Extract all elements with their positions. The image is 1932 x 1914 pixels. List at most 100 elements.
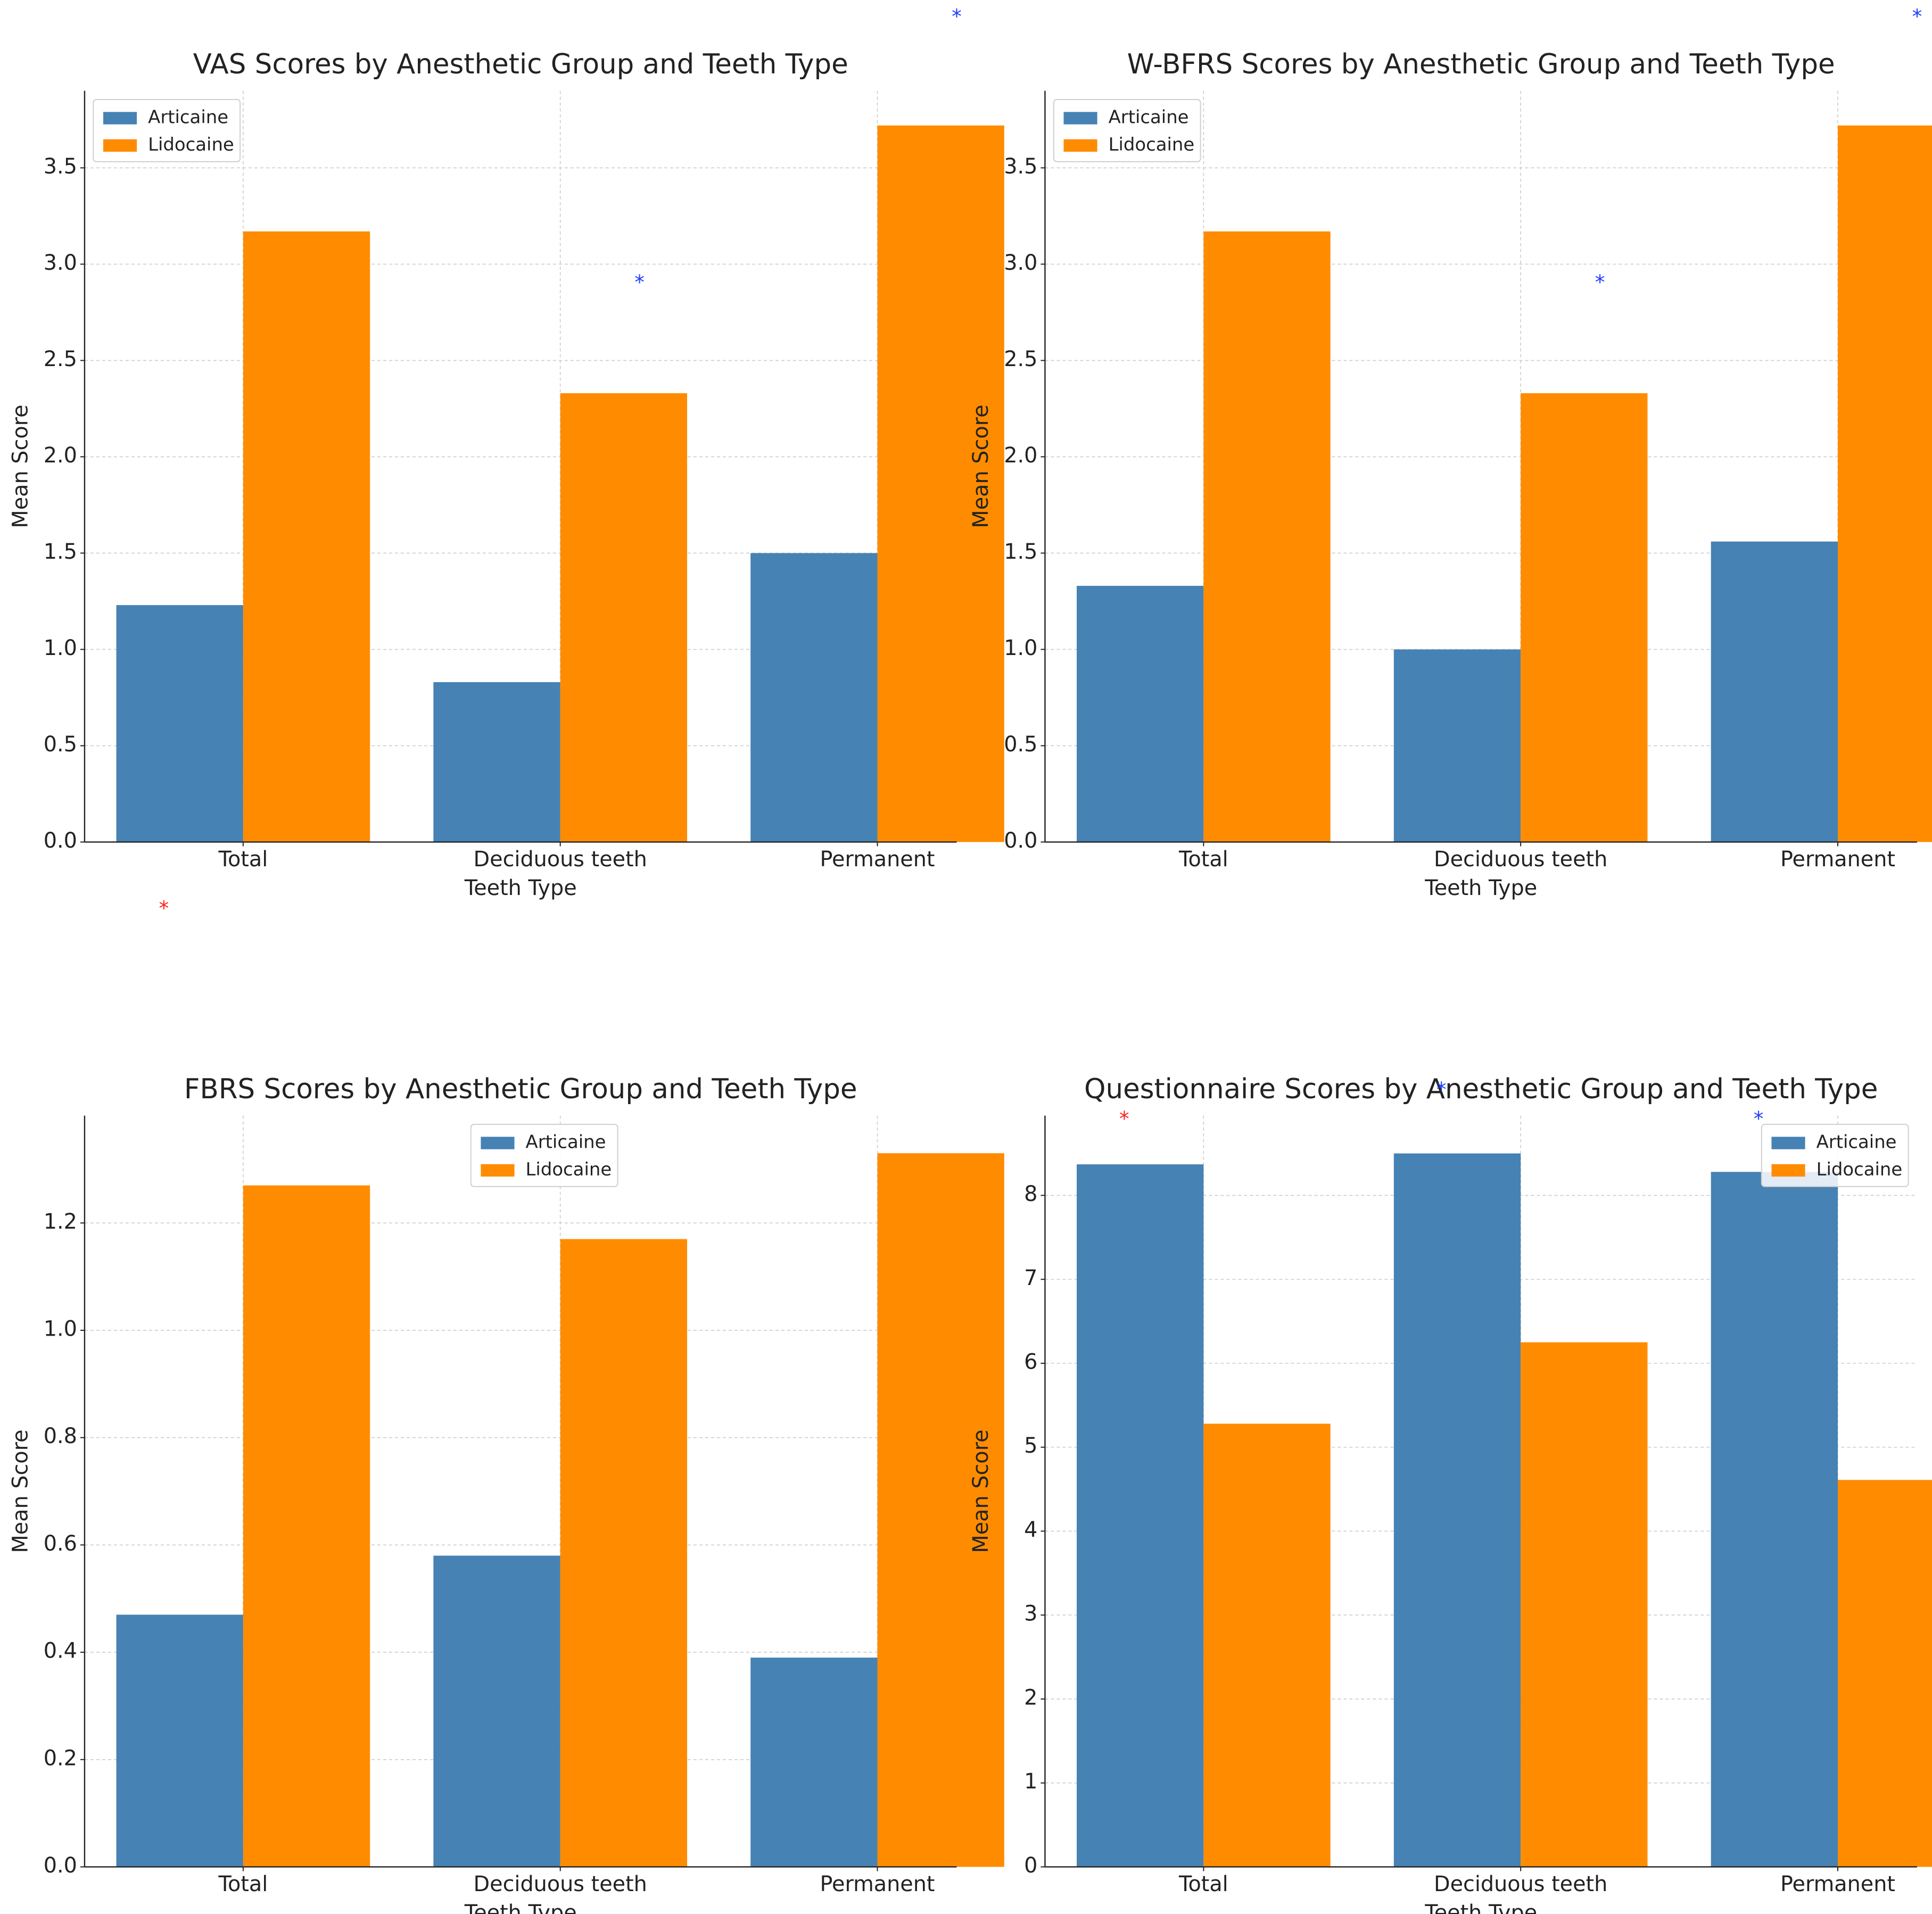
- chart-panel-3: 0.0 0.2 0.4 0.6 0.8 1.0 1.2 Total Deciduous teet…: [8, 1073, 1004, 1914]
- y-tick-label: 1.0: [44, 636, 77, 660]
- legend-label-lidocaine: Lidocaine: [526, 1159, 612, 1180]
- y-tick-label: 4: [1024, 1518, 1037, 1542]
- chart-title: Questionnaire Scores by Anesthetic Group…: [1084, 1073, 1878, 1105]
- bar-articaine-0: [1077, 1164, 1204, 1867]
- x-tick-label: Deciduous teeth: [1434, 1872, 1607, 1896]
- bar-lidocaine-1: [1521, 1342, 1648, 1867]
- legend-label-articaine: Articaine: [526, 1132, 606, 1153]
- y-tick-label: 0.4: [44, 1639, 77, 1663]
- chart-title: FBRS Scores by Anesthetic Group and Teet…: [184, 1073, 857, 1105]
- y-tick-label: 0.0: [44, 828, 77, 853]
- bar-lidocaine-2: [1837, 125, 1932, 842]
- significance-marker-blue: *: [1436, 1078, 1447, 1101]
- legend-label-articaine: Articaine: [148, 107, 228, 128]
- y-tick-label: 6: [1024, 1349, 1037, 1374]
- bar-articaine-1: [1393, 1153, 1521, 1867]
- legend-swatch-lidocaine: [1771, 1164, 1805, 1177]
- y-axis-label: Mean Score: [969, 404, 993, 528]
- y-tick-label: 1: [1024, 1769, 1037, 1794]
- x-tick-label: Total: [1178, 1872, 1228, 1896]
- legend-swatch-lidocaine: [481, 1164, 515, 1177]
- x-tick-label: Total: [218, 847, 268, 872]
- y-tick-label: 0.2: [44, 1746, 77, 1770]
- x-tick-label: Total: [218, 1872, 268, 1896]
- legend: Articaine Lidocaine: [470, 1124, 618, 1187]
- bar-lidocaine-1: [560, 1239, 688, 1867]
- bar-articaine-2: [1711, 1172, 1838, 1867]
- x-tick-label: Total: [1178, 847, 1228, 872]
- legend-swatch-lidocaine: [103, 139, 137, 152]
- chart-panel-2: 0.0 0.5 1.0 1.5 2.0 2.5 3.0 3.5 Total Deciduous t…: [969, 5, 1932, 900]
- y-tick-label: 0.0: [44, 1853, 77, 1878]
- y-tick-label: 0.0: [1004, 828, 1037, 853]
- x-tick-label: Permanent: [1780, 1872, 1895, 1896]
- legend-swatch-lidocaine: [1063, 139, 1097, 152]
- y-tick-label: 0: [1024, 1853, 1037, 1878]
- x-axis-label: Teeth Type: [1424, 876, 1537, 900]
- bar-lidocaine-0: [1203, 231, 1331, 842]
- bar-articaine-0: [116, 605, 243, 842]
- y-tick-label: 3.0: [44, 251, 77, 275]
- bar-articaine-1: [433, 682, 560, 842]
- chart-panel-4: 0 1 2 3 4 5 6 7 8 Total Deciduous teeth Permanent Te…: [969, 1073, 1932, 1914]
- significance-marker-blue: *: [952, 5, 962, 28]
- bar-articaine-0: [116, 1614, 243, 1867]
- chart-panel-1: 0.0 0.5 1.0 1.5 2.0 2.5 3.0 3.5 Total Deciduous t…: [8, 5, 1004, 920]
- bar-articaine-0: [1077, 585, 1204, 842]
- legend-swatch-articaine: [1771, 1137, 1805, 1149]
- bar-lidocaine-2: [877, 1153, 1004, 1867]
- y-tick-label: 0.5: [1004, 732, 1037, 757]
- y-tick-label: 7: [1024, 1266, 1037, 1290]
- bar-lidocaine-0: [1203, 1423, 1331, 1867]
- y-tick-label: 1.0: [1004, 636, 1037, 660]
- y-tick-label: 1.2: [44, 1209, 77, 1234]
- y-tick-label: 1.5: [1004, 540, 1037, 564]
- x-axis-label: Teeth Type: [464, 876, 577, 900]
- y-axis-label: Mean Score: [969, 1430, 993, 1553]
- y-tick-label: 1.5: [44, 540, 77, 564]
- bar-lidocaine-0: [243, 1185, 370, 1867]
- y-tick-label: 2.5: [1004, 347, 1037, 371]
- chart-title: VAS Scores by Anesthetic Group and Teeth…: [193, 48, 848, 80]
- y-tick-label: 3.5: [1004, 154, 1037, 179]
- x-tick-label: Permanent: [1780, 847, 1895, 872]
- y-tick-label: 1.0: [44, 1317, 77, 1341]
- y-tick-label: 0.8: [44, 1424, 77, 1448]
- y-tick-label: 0.5: [44, 732, 77, 757]
- significance-marker-red: *: [1119, 1107, 1129, 1130]
- y-tick-label: 2: [1024, 1685, 1037, 1710]
- chart-title: W-BFRS Scores by Anesthetic Group and Te…: [1127, 48, 1835, 80]
- y-axis-label: Mean Score: [8, 1430, 32, 1553]
- legend-swatch-articaine: [103, 112, 137, 125]
- y-tick-label: 2.0: [1004, 443, 1037, 468]
- significance-marker-red: *: [159, 897, 169, 920]
- y-tick-label: 3: [1024, 1602, 1037, 1626]
- legend: Articaine Lidocaine: [93, 98, 241, 162]
- significance-marker-blue: *: [1754, 1107, 1764, 1130]
- y-tick-label: 8: [1024, 1182, 1037, 1206]
- legend-label-lidocaine: Lidocaine: [1109, 134, 1195, 155]
- legend-label-articaine: Articaine: [1817, 1132, 1897, 1153]
- x-tick-label: Permanent: [820, 847, 935, 872]
- legend: Articaine Lidocaine: [1761, 1124, 1909, 1187]
- bar-articaine-2: [750, 553, 878, 842]
- y-tick-label: 3.0: [1004, 251, 1037, 275]
- bar-articaine-2: [750, 1658, 878, 1867]
- legend-swatch-articaine: [481, 1137, 515, 1149]
- bar-lidocaine-0: [243, 231, 370, 842]
- legend: Articaine Lidocaine: [1053, 98, 1201, 162]
- y-tick-label: 5: [1024, 1434, 1037, 1458]
- bar-articaine-1: [433, 1555, 560, 1867]
- y-tick-label: 2.5: [44, 347, 77, 371]
- y-axis-label: Mean Score: [8, 404, 32, 528]
- significance-marker-blue: *: [1912, 5, 1922, 28]
- bar-articaine-1: [1393, 649, 1521, 842]
- y-tick-label: 3.5: [44, 154, 77, 179]
- x-tick-label: Deciduous teeth: [474, 1872, 647, 1896]
- x-axis-label: Teeth Type: [464, 1901, 577, 1914]
- bar-lidocaine-2: [877, 125, 1004, 842]
- significance-marker-blue: *: [1595, 270, 1605, 294]
- legend-swatch-articaine: [1063, 112, 1097, 125]
- significance-marker-blue: *: [634, 270, 645, 294]
